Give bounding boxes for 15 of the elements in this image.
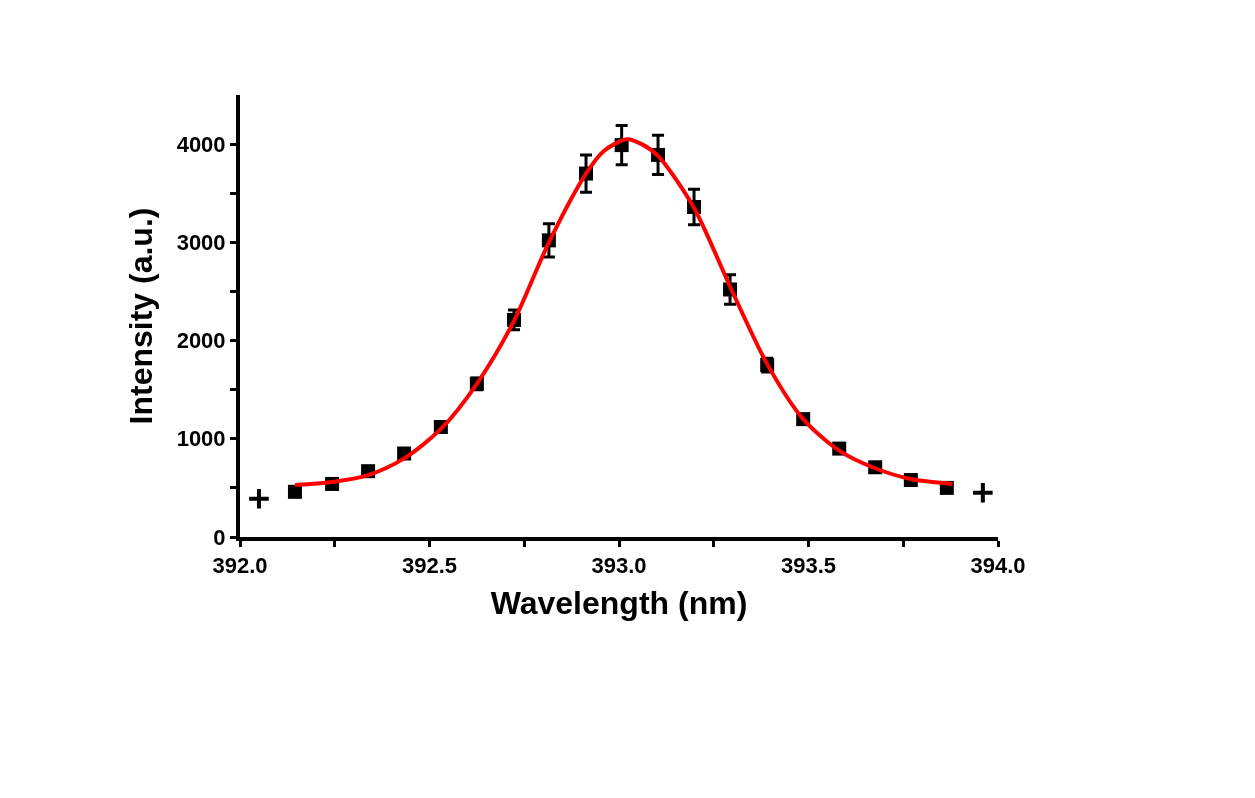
y-tick-label: 4000	[176, 131, 226, 157]
x-tick-label: 394.0	[970, 553, 1026, 579]
x-tick-label: 393.0	[591, 553, 647, 579]
x-tick-label: 392.5	[401, 553, 458, 579]
y-tick-label: 3000	[176, 230, 226, 256]
y-tick-label: 0	[213, 524, 226, 550]
x-tick-label: 392.0	[212, 553, 268, 579]
point	[971, 481, 995, 505]
y-tick-label: 1000	[176, 426, 226, 452]
point	[247, 486, 271, 511]
y-tick-label: 2000	[176, 328, 226, 354]
x-tick-label: 393.5	[780, 553, 837, 579]
y-axis-title: Intensity (a.u.)	[123, 207, 160, 425]
x-axis-title: Wavelength (nm)	[490, 584, 748, 621]
point	[287, 484, 302, 499]
